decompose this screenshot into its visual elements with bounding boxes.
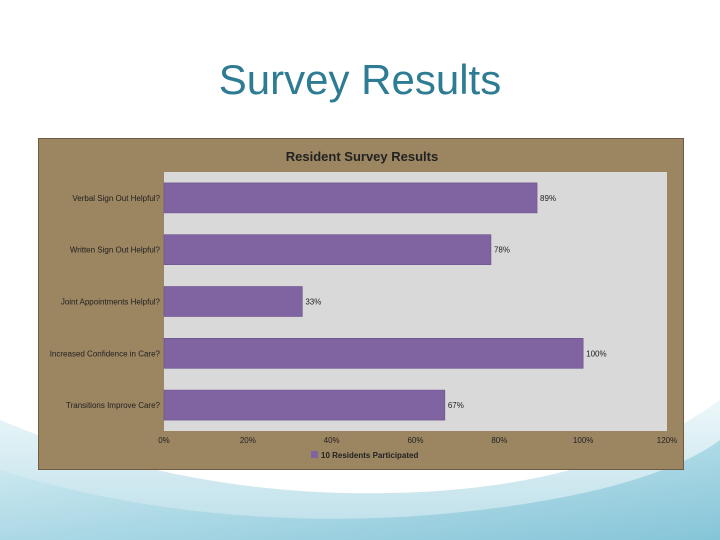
category-label: Increased Confidence in Care? [50, 349, 161, 358]
x-tick-label: 0% [158, 436, 170, 445]
category-label: Transitions Improve Care? [66, 401, 161, 410]
data-label: 89% [540, 194, 556, 203]
x-tick-label: 40% [324, 436, 340, 445]
bar [163, 389, 446, 421]
legend-label: 10 Residents Participated [321, 451, 418, 460]
bar [163, 182, 538, 214]
slide-title: Survey Results [218, 56, 502, 103]
bar-chart: Resident Survey Results 0% 20% 40% 60% 80% 100… [50, 149, 678, 460]
bar [163, 286, 303, 317]
category-label: Joint Appointments Helpful? [61, 298, 161, 307]
category-label: Written Sign Out Helpful? [70, 246, 161, 255]
x-tick-label: 120% [657, 436, 677, 445]
chart-frame: Resident Survey Results 0% 20% 40% 60% 80% 100… [38, 138, 684, 470]
legend-swatch [311, 451, 318, 458]
x-tick-label: 80% [491, 436, 507, 445]
x-tick-label: 60% [407, 436, 423, 445]
chart-title: Resident Survey Results [286, 149, 438, 164]
bar [163, 234, 492, 265]
data-label: 100% [586, 349, 606, 358]
bar [163, 338, 584, 369]
x-tick-label: 20% [240, 436, 256, 445]
x-tick-label: 100% [573, 436, 593, 445]
data-label: 78% [494, 246, 510, 255]
data-label: 67% [448, 401, 464, 410]
category-label: Verbal Sign Out Helpful? [72, 194, 160, 203]
data-label: 33% [305, 298, 321, 307]
